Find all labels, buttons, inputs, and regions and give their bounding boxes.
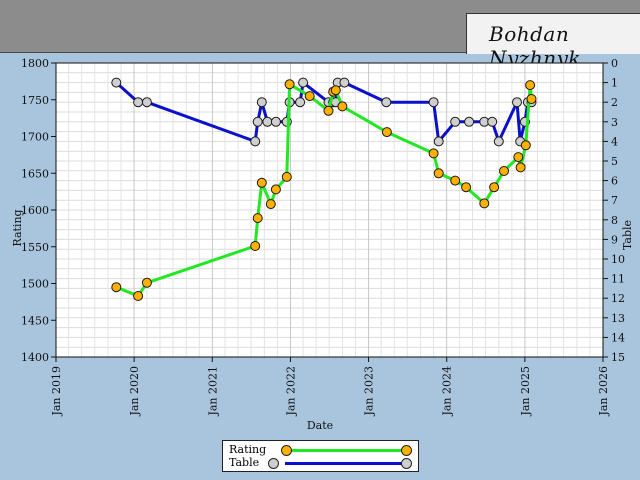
x-tick-label: Jan 2024	[441, 366, 454, 417]
table-point	[381, 97, 392, 108]
x-tick-label: Jan 2020	[128, 366, 141, 417]
y-tick-label: 1400	[21, 351, 49, 364]
y2-tick-label: 11	[611, 273, 625, 286]
legend-rating-marker	[281, 445, 292, 456]
rating-point	[133, 291, 144, 301]
rating-point	[499, 166, 509, 176]
axes	[51, 62, 608, 362]
y-tick-label: 1550	[21, 241, 49, 254]
y2-tick-label: 2	[611, 96, 618, 109]
table-point	[256, 97, 267, 108]
legend-table-marker	[401, 458, 412, 469]
rating-point	[270, 184, 281, 195]
rating-point	[111, 282, 122, 293]
y2-tick-label: 1	[611, 77, 618, 90]
rating-point	[304, 91, 315, 102]
rating-point	[337, 101, 348, 112]
rating-point	[428, 148, 439, 159]
rating-point	[513, 152, 524, 163]
legend-rating-marker	[401, 445, 412, 456]
y2-tick-label: 12	[611, 292, 625, 305]
rating-point	[489, 182, 500, 193]
rating-point	[330, 85, 341, 96]
legend-rating-line	[285, 449, 405, 452]
rating-point	[250, 241, 261, 251]
y2-tick-label: 15	[611, 351, 625, 364]
rating-point	[525, 80, 536, 91]
y2-tick-label: 7	[611, 194, 618, 207]
rating-point	[381, 127, 392, 138]
rating-series	[111, 79, 537, 301]
rating-point	[479, 198, 490, 209]
table-point	[433, 136, 444, 147]
x-tick-label: Jan 2025	[519, 366, 532, 417]
legend: Rating Table	[222, 440, 419, 472]
y2-tick-label: 14	[611, 331, 625, 344]
legend-table-line	[285, 462, 405, 465]
x-tick-label: Jan 2023	[363, 366, 376, 417]
table-point	[339, 77, 350, 88]
y-axis-label: Rating	[11, 209, 24, 246]
x-tick-label: Jan 2022	[284, 366, 297, 417]
y2-tick-label: 6	[611, 175, 618, 188]
y-tick-label: 1800	[21, 57, 49, 70]
legend-table-marker	[268, 458, 279, 469]
table-point	[428, 97, 439, 108]
rating-point	[461, 182, 472, 193]
table-point	[295, 97, 306, 108]
y2-tick-label: 3	[611, 116, 618, 129]
table-point	[493, 136, 504, 147]
table-point	[270, 116, 281, 127]
x-tick-label: Jan 2026	[597, 366, 610, 417]
rating-point	[141, 277, 152, 288]
y-tick-label: 1700	[21, 131, 49, 144]
table-point	[464, 116, 475, 127]
x-axis-label: Date	[307, 419, 333, 432]
y2-tick-label: 8	[611, 214, 618, 227]
table-point	[133, 97, 144, 108]
table-point	[111, 77, 122, 88]
rating-point	[323, 105, 334, 116]
y2-tick-label: 5	[611, 155, 618, 168]
y2-axis-label: Table	[621, 220, 634, 250]
y2-tick-label: 9	[611, 233, 618, 246]
rating-point	[520, 140, 531, 151]
rating-point	[284, 79, 295, 90]
table-point	[298, 77, 309, 88]
y2-tick-label: 4	[611, 135, 618, 148]
rating-point	[526, 94, 537, 104]
table-point	[141, 97, 152, 108]
rating-line	[115, 82, 533, 298]
y2-tick-label: 10	[611, 253, 625, 266]
x-tick-label: Jan 2019	[50, 366, 63, 417]
table-point	[450, 116, 461, 127]
legend-rating: Rating	[229, 443, 414, 457]
rating-point	[450, 175, 461, 186]
rating-point	[281, 171, 292, 182]
table-point	[262, 116, 273, 127]
legend-table-label: Table	[229, 456, 260, 469]
table-point	[512, 97, 522, 108]
legend-rating-label: Rating	[229, 443, 267, 456]
y-tick-label: 1450	[21, 314, 49, 327]
rating-point	[256, 177, 267, 188]
y2-tick-label: 0	[611, 57, 618, 70]
table-point	[252, 116, 263, 127]
y-tick-label: 1500	[21, 278, 49, 291]
table-point	[250, 136, 261, 147]
rating-point	[252, 213, 263, 224]
y2-tick-label: 13	[611, 312, 625, 325]
rating-point	[515, 162, 526, 173]
rating-point	[433, 168, 444, 179]
x-tick-label: Jan 2021	[206, 366, 219, 417]
y-tick-label: 1650	[21, 167, 49, 180]
table-point	[487, 116, 498, 127]
legend-table: Table	[229, 456, 414, 470]
y-tick-label: 1750	[21, 94, 49, 107]
rating-point	[265, 199, 276, 210]
y-tick-label: 1600	[21, 204, 49, 217]
